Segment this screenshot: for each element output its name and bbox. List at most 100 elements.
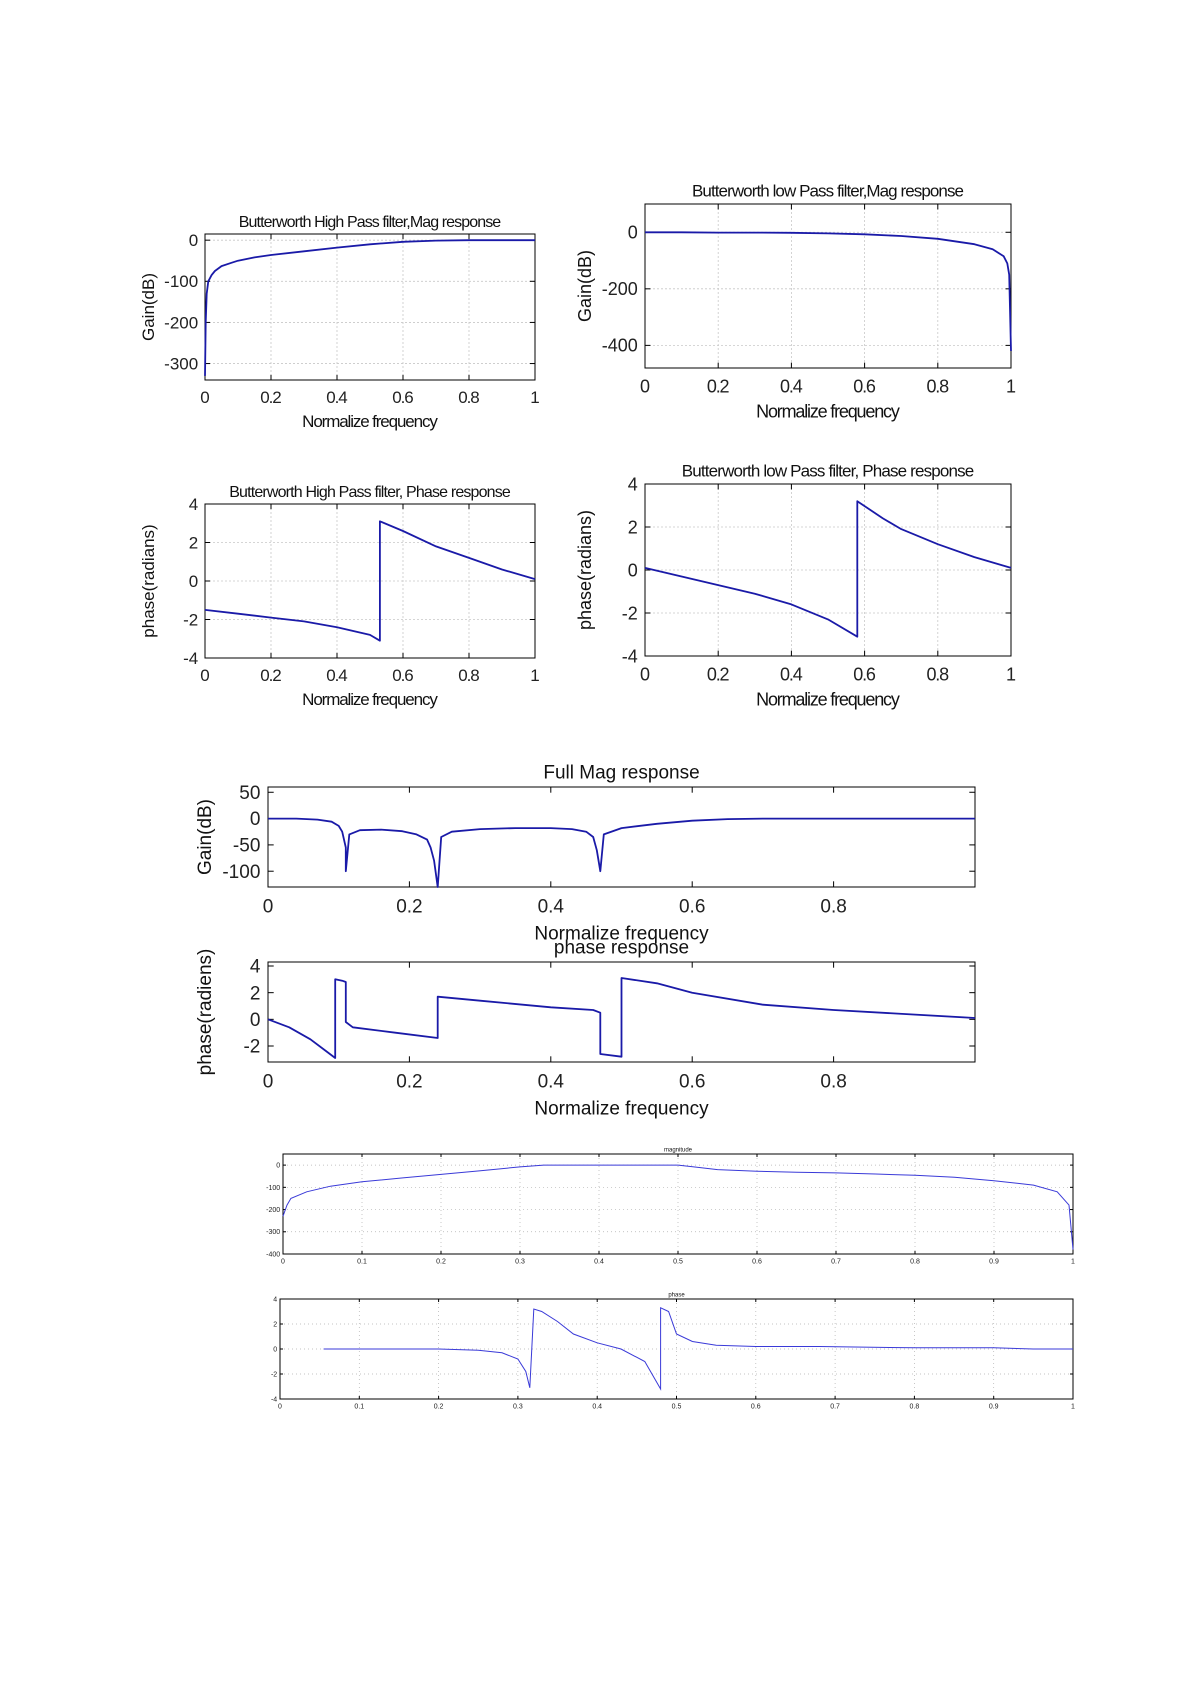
full-mag-ytick-label-1: 0 [250,809,261,830]
small-phase-svg: 0 0.1 0.2 0.3 0.4 0.5 0.6 0.7 0.8 0.9 1 4 2 0 -2 -4 phas… [271,1292,1075,1410]
hp-phase-ytick-label-3: -2 [183,610,198,629]
lp-phase-ytick-label-1: 2 [628,517,638,537]
full-phase-ylabel: phase(radiens) [195,949,216,1076]
full-phase-ytick-label-2: 0 [250,1010,261,1031]
small-phase-xtick-label-8: 0.8 [910,1403,920,1410]
lp-phase-plot: 0 0.2 0.4 0.6 0.8 1 4 2 0 -2 -4 Butterworth low Pas… [570,450,1020,730]
full-phase-series-0 [267,977,976,1059]
full-phase-title: phase response [554,937,689,958]
lp-mag-xtick-label-1: 0.2 [707,376,730,396]
hp-mag-axes-frame [204,233,536,381]
hp-mag-xtick-label-2: 0.4 [326,388,347,407]
hp-mag-xtick-label-5: 1 [530,388,539,407]
small-mag-xtick-label-3: 0.3 [515,1258,525,1265]
hp-phase-svg: 0 0.2 0.4 0.6 0.8 1 4 2 0 -2 -4 Butterworth High Pa… [139,484,540,709]
small-phase-xtick-label-10: 1 [1071,1403,1075,1410]
lp-phase-svg: 0 0.2 0.4 0.6 0.8 1 4 2 0 -2 -4 Butterworth low Pas… [575,461,1016,709]
hp-mag-xtick-label-4: 0.8 [458,388,479,407]
small-phase-ytick-label-3: -2 [271,1371,277,1378]
full-phase-axes-frame [267,961,976,1063]
hp-mag-ytick-label-0: 0 [189,231,198,250]
small-mag-xtick-label-7: 0.7 [831,1258,841,1265]
small-mag-xtick-label-0: 0 [281,1258,285,1265]
lp-mag-ytick-label-2: -400 [602,336,638,356]
small-phase-xtick-label-1: 0.1 [354,1403,364,1410]
full-mag-ytick-label-2: -50 [233,836,260,857]
small-mag-ytick-label-1: -100 [266,1185,280,1192]
hp-phase-xtick-label-4: 0.8 [458,666,479,685]
full-mag-xtick-label-2: 0.4 [538,897,565,918]
lp-mag-xlabel: Normalize frequency [756,402,900,422]
small-mag-xtick-label-4: 0.4 [594,1258,604,1265]
full-mag-xtick-label-4: 0.8 [820,897,846,918]
hp-phase-xlabel: Normalize frequency [302,690,438,709]
small-phase-xtick-label-3: 0.3 [513,1403,523,1410]
small-mag-xtick-label-8: 0.8 [910,1258,920,1265]
lp-mag-title: Butterworth low Pass filter,Mag response [692,181,964,200]
lp-phase-series-0 [644,500,1012,638]
lp-mag-axes-frame [644,203,1012,369]
full-phase-ytick-label-3: -2 [243,1037,260,1058]
full-mag-series-0 [268,817,975,888]
full-phase-xtick-label-3: 0.6 [679,1072,705,1093]
hp-phase-xtick-label-2: 0.4 [326,666,347,685]
full-phase-xlabel: Normalize frequency [534,1098,709,1119]
lp-phase-xtick-label-3: 0.6 [853,664,876,684]
hp-mag-title: Butterworth High Pass filter,Mag respons… [239,214,501,231]
hp-mag-xlabel: Normalize frequency [302,412,438,431]
small-phase-plot: 0 0.1 0.2 0.3 0.4 0.5 0.6 0.7 0.8 0.9 1 4 2 0 -2 -4 phas… [250,1285,1090,1415]
hp-mag-ytick-label-1: -100 [164,272,198,291]
small-mag-ytick-label-2: -200 [266,1207,280,1214]
hp-phase-ytick-label-4: -4 [183,649,198,668]
lp-mag-xtick-label-3: 0.6 [853,376,876,396]
lp-phase-ytick-label-3: -2 [622,603,638,623]
hp-phase-xtick-label-5: 1 [530,666,539,685]
lp-phase-axes-frame [644,483,1012,657]
small-mag-svg: 0 0.1 0.2 0.3 0.4 0.5 0.6 0.7 0.8 0.9 1 0 -100 -200 -3… [266,1147,1075,1265]
full-mag-ytick-label-0: 50 [239,783,260,804]
lp-mag-ytick-label-1: -200 [602,279,638,299]
lp-mag-series-0 [645,231,1012,352]
full-mag-xtick-label-3: 0.6 [679,897,705,918]
hp-phase-xtick-label-0: 0 [200,666,209,685]
full-phase-xtick-label-0: 0 [263,1072,274,1093]
hp-phase-plot: 0 0.2 0.4 0.6 0.8 1 4 2 0 -2 -4 Butterworth High Pa… [120,460,560,730]
lp-phase-xtick-label-0: 0 [640,664,650,684]
hp-phase-ytick-label-1: 2 [189,533,198,552]
small-mag-xtick-label-1: 0.1 [357,1258,367,1265]
hp-mag-xtick-label-1: 0.2 [260,388,281,407]
small-mag-plot: 0 0.1 0.2 0.3 0.4 0.5 0.6 0.7 0.8 0.9 1 0 -100 -200 -3… [250,1140,1090,1270]
full-phase-ytick-label-1: 2 [250,983,261,1004]
hp-mag-xtick-label-3: 0.6 [392,388,413,407]
lp-phase-xtick-label-2: 0.4 [780,664,803,684]
small-mag-xtick-label-2: 0.2 [436,1258,446,1265]
hp-phase-xtick-label-1: 0.2 [260,666,281,685]
small-phase-xtick-label-0: 0 [278,1403,282,1410]
small-phase-ytick-label-2: 0 [273,1346,277,1353]
hp-mag-ytick-label-2: -200 [164,313,198,332]
hp-mag-ylabel: Gain(dB) [139,273,158,341]
small-phase-ytick-label-0: 4 [273,1296,277,1303]
small-phase-xtick-label-6: 0.6 [751,1403,761,1410]
small-mag-xtick-label-10: 1 [1071,1258,1075,1265]
hp-phase-xtick-label-3: 0.6 [392,666,413,685]
hp-mag-ytick-label-3: -300 [164,354,198,373]
lp-mag-xtick-label-0: 0 [640,376,650,396]
small-phase-xtick-label-5: 0.5 [672,1403,682,1410]
lp-phase-ylabel: phase(radians) [575,510,595,630]
small-mag-xtick-label-9: 0.9 [989,1258,999,1265]
hp-mag-xtick-label-0: 0 [200,388,209,407]
small-mag-xtick-label-5: 0.5 [673,1258,683,1265]
hp-mag-series-0 [204,239,535,376]
small-phase-title: phase [668,1292,685,1298]
hp-phase-title: Butterworth High Pass filter, Phase resp… [229,484,511,501]
lp-phase-xtick-label-5: 1 [1006,664,1016,684]
small-phase-ytick-label-4: -4 [271,1396,277,1403]
small-mag-xtick-label-6: 0.6 [752,1258,762,1265]
full-mag-title: Full Mag response [543,762,699,783]
full-phase-xtick-label-4: 0.8 [820,1072,846,1093]
lp-phase-xtick-label-1: 0.2 [707,664,730,684]
lp-mag-ytick-label-0: 0 [628,223,638,243]
lp-mag-xtick-label-5: 1 [1006,376,1016,396]
full-mag-xtick-label-1: 0.2 [396,897,422,918]
